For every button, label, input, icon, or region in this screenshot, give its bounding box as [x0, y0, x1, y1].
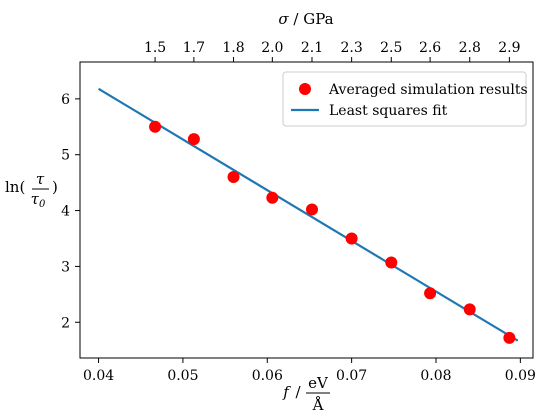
- x-tick-label: 0.09: [505, 368, 536, 384]
- x-tick-label: 0.06: [252, 368, 283, 384]
- data-point: [149, 120, 162, 133]
- x-tick-label: 0.08: [420, 368, 451, 384]
- top-tick-label: 2.5: [380, 40, 402, 56]
- y-axis-title: ln( τ τ0 ): [5, 170, 58, 210]
- y-tick-label: 6: [61, 92, 70, 108]
- y-axis-ticks: 2 3 4 5 6: [61, 92, 80, 331]
- y-tick-label: 5: [61, 148, 70, 164]
- data-point: [424, 287, 437, 300]
- y-axis-title-suffix: ): [52, 178, 58, 196]
- top-tick-label: 2.8: [459, 40, 481, 56]
- y-tick-label: 3: [61, 259, 70, 275]
- x-axis-title-unit-numerator: eV: [308, 374, 329, 392]
- legend-box: [282, 71, 527, 127]
- data-point: [227, 171, 240, 184]
- series-layer: [97, 87, 519, 344]
- x-axis-ticks: 0.04 0.05 0.06 0.07 0.08 0.09: [83, 358, 536, 384]
- legend-label-line: Least squares fit: [329, 103, 448, 119]
- x-axis-title-slash: /: [295, 383, 301, 401]
- data-point: [345, 232, 358, 245]
- top-tick-label: 2.0: [261, 40, 283, 56]
- top-tick-label: 2.9: [498, 40, 520, 56]
- legend-label-scatter: Averaged simulation results: [328, 82, 528, 98]
- y-tick-label: 4: [61, 204, 70, 220]
- top-tick-label: 2.1: [301, 40, 323, 56]
- fit-line: [97, 87, 519, 342]
- data-point: [463, 303, 476, 316]
- data-point: [266, 191, 279, 204]
- top-tick-label: 1.7: [183, 40, 205, 56]
- x-tick-label: 0.05: [167, 368, 198, 384]
- data-point: [385, 256, 398, 269]
- data-point: [503, 331, 516, 344]
- x-axis-title-symbol: f: [282, 383, 291, 401]
- top-tick-label: 2.3: [340, 40, 362, 56]
- top-axis-ticks: 1.5 1.7 1.8 2.0 2.1 2.3 2.5 2.6 2.8 2.9: [144, 40, 521, 62]
- y-axis-title-denominator: τ0: [31, 190, 46, 210]
- y-tick-label: 2: [61, 315, 70, 331]
- x-tick-label: 0.04: [83, 368, 114, 384]
- x-axis-title: f / eV Å: [282, 374, 330, 414]
- legend-marker-scatter: [299, 83, 311, 95]
- top-tick-label: 1.8: [222, 40, 244, 56]
- top-tick-label: 1.5: [144, 40, 166, 56]
- top-axis-title: σ / GPa: [278, 10, 333, 28]
- plot-area-frame: [79, 61, 534, 359]
- data-point: [305, 203, 318, 216]
- legend: Averaged simulation results Least square…: [282, 71, 528, 127]
- top-tick-label: 2.6: [419, 40, 441, 56]
- x-axis-title-unit-denominator: Å: [312, 396, 324, 414]
- y-axis-title-prefix: ln(: [5, 178, 25, 196]
- x-tick-label: 0.07: [336, 368, 367, 384]
- data-point: [187, 133, 200, 146]
- y-axis-title-numerator: τ: [36, 170, 45, 188]
